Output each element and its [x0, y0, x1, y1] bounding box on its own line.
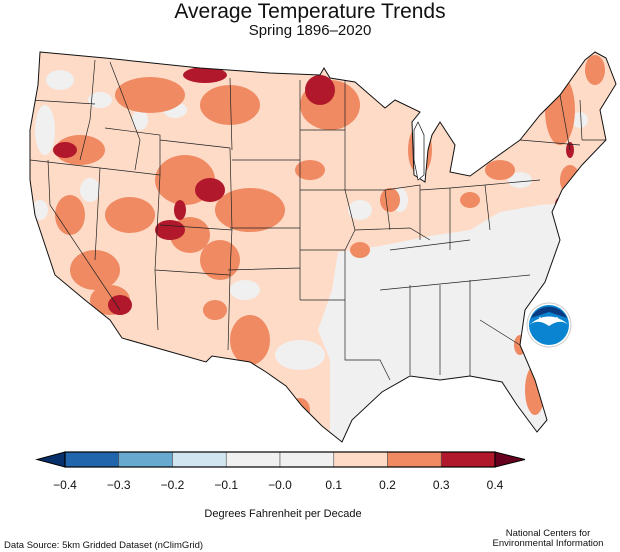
legend-bin: [172, 451, 227, 468]
lake-michigan: [413, 121, 425, 181]
trend-region: [53, 142, 77, 158]
trend-region: [203, 300, 227, 320]
trend-region: [572, 112, 588, 128]
legend-tick-label: −0.4: [53, 478, 77, 492]
legend-tick-label: −0.2: [160, 478, 185, 492]
trend-region: [70, 250, 120, 290]
trend-region: [132, 110, 148, 130]
trend-region: [555, 197, 565, 213]
legend-tick-label: 0.3: [432, 478, 450, 492]
trend-region: [215, 188, 285, 232]
trend-region: [32, 250, 48, 280]
legend-tick-label: −0.3: [106, 478, 131, 492]
legend-tick-label: 0.1: [325, 478, 343, 492]
map-title: Average Temperature Trends: [174, 0, 446, 23]
trend-region: [290, 398, 310, 422]
legend-below-arrow: [35, 451, 66, 468]
state-boundaries: [30, 59, 610, 381]
trend-region: [155, 220, 185, 240]
trend-region: [108, 295, 132, 315]
trend-region: [295, 160, 325, 180]
trend-region: [348, 200, 372, 220]
legend-units-label: Degrees Fahrenheit per Decade: [204, 508, 362, 520]
trend-region: [195, 178, 225, 202]
trend-region: [230, 315, 270, 365]
legend-bin: [279, 451, 335, 468]
trend-region: [200, 85, 260, 125]
data-source: Data Source: 5km Gridded Dataset (nClimG…: [4, 540, 204, 551]
trend-region: [485, 160, 515, 180]
legend-above-arrow: [494, 451, 526, 468]
trend-region: [545, 75, 575, 145]
legend-bin: [225, 451, 281, 468]
credit-line-1: National Centers for: [505, 528, 591, 539]
trend-region: [585, 55, 605, 85]
trend-region: [350, 242, 370, 258]
trend-region: [508, 172, 532, 188]
noaa-logo-text: NOAA: [539, 317, 560, 324]
credit: National Centers for Environmental Infor…: [478, 529, 618, 549]
trend-region: [80, 178, 100, 202]
legend-bin: [64, 451, 120, 468]
trend-region: [105, 197, 155, 233]
legend-tick-label: −0.1: [214, 478, 239, 492]
noaa-logo: NOAA: [526, 302, 572, 348]
trend-region: [32, 200, 48, 220]
trend-region: [35, 105, 55, 155]
trend-region: [183, 67, 227, 83]
legend-bin: [387, 451, 442, 468]
noaa-bird-icon: [529, 316, 569, 326]
trend-region: [275, 340, 325, 370]
legend-bin: [118, 451, 173, 468]
legend-tick-label: 0.4: [486, 478, 504, 492]
legend-tick-label: −0.0: [268, 478, 292, 492]
trend-region: [380, 188, 400, 212]
legend-bin: [333, 451, 388, 468]
trend-region: [55, 195, 85, 235]
trend-region: [305, 75, 335, 105]
credit-line-2: Environmental Information: [492, 538, 604, 549]
legend-bin: [440, 451, 496, 468]
trend-region: [46, 70, 74, 90]
map-subtitle: Spring 1896–2020: [248, 22, 372, 39]
trend-region: [525, 365, 545, 415]
legend-tick-label: 0.2: [379, 478, 396, 492]
trend-region: [174, 200, 186, 220]
trend-shading: [30, 52, 616, 442]
legend-colorbar: [35, 451, 526, 468]
trend-region: [115, 77, 185, 113]
trend-region: [460, 192, 480, 208]
trend-region: [230, 280, 260, 300]
